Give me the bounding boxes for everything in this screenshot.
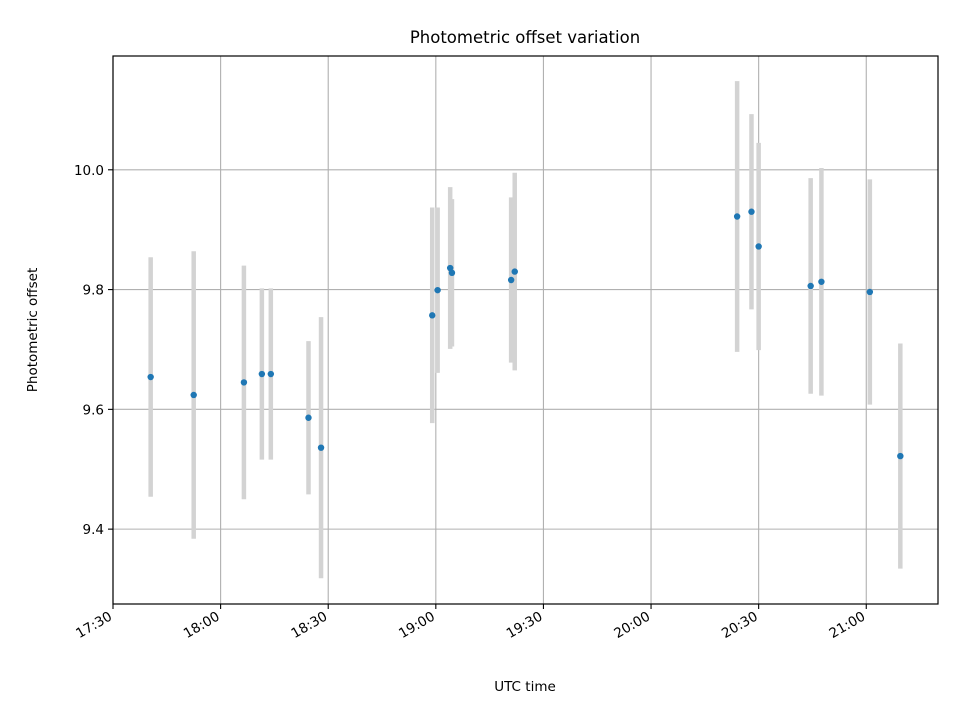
y-axis-label: Photometric offset bbox=[25, 268, 41, 392]
data-point bbox=[429, 312, 436, 319]
data-point bbox=[240, 379, 248, 386]
data-point bbox=[258, 370, 266, 378]
data-point bbox=[733, 213, 741, 220]
data-point bbox=[866, 288, 874, 296]
data-point bbox=[317, 444, 325, 451]
data-point bbox=[434, 286, 441, 294]
data-points bbox=[147, 208, 904, 460]
y-tick-label: 9.4 bbox=[83, 522, 104, 538]
data-point bbox=[807, 282, 814, 290]
plot-area bbox=[113, 56, 938, 604]
data-point bbox=[190, 391, 197, 399]
data-point bbox=[305, 414, 312, 421]
y-tick-label: 9.8 bbox=[83, 283, 104, 299]
data-point bbox=[267, 370, 275, 378]
y-tick-label: 10.0 bbox=[74, 163, 104, 179]
x-axis-label: UTC time bbox=[494, 679, 556, 695]
y-axis-ticks: 9.4 9.6 9.8 10.0 bbox=[74, 163, 113, 538]
plot-frame bbox=[112, 55, 939, 605]
y-tick-label: 9.6 bbox=[83, 402, 104, 418]
data-point bbox=[748, 208, 755, 215]
data-point bbox=[147, 373, 154, 381]
chart-title: Photometric offset variation bbox=[410, 28, 640, 47]
data-point bbox=[448, 269, 456, 277]
data-point bbox=[818, 278, 825, 285]
grid bbox=[112, 56, 938, 604]
data-point bbox=[507, 276, 515, 284]
data-point bbox=[511, 268, 518, 275]
data-point bbox=[897, 452, 904, 460]
data-point bbox=[755, 243, 762, 250]
